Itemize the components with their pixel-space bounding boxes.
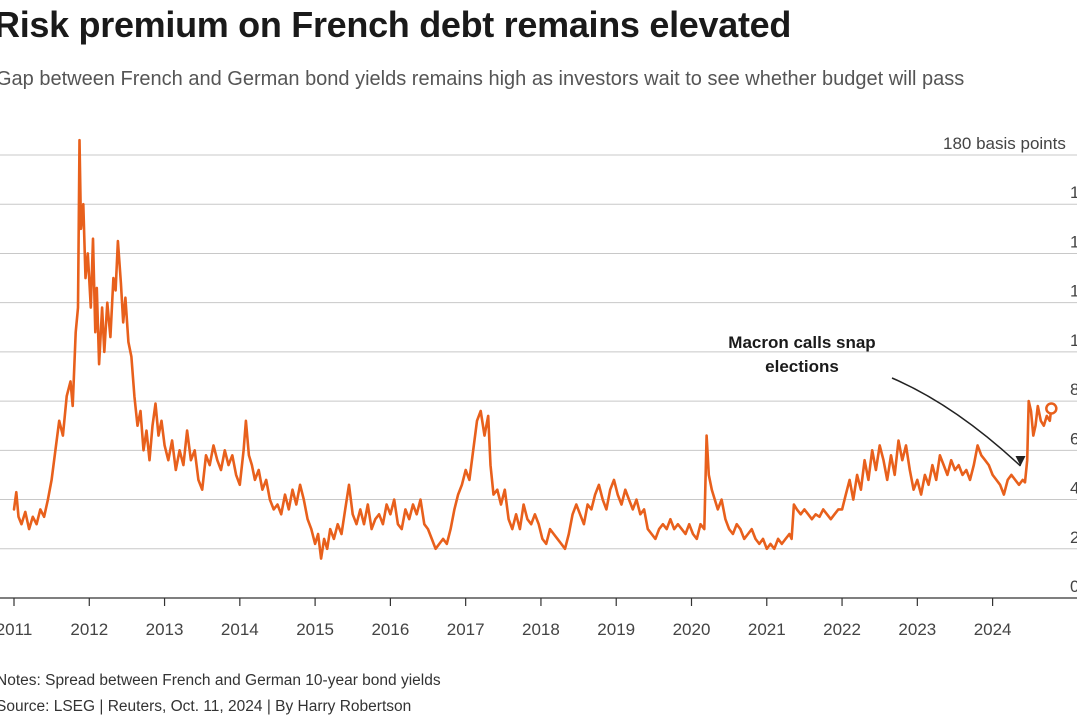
x-tick-label: 2018 [522,620,560,639]
x-tick-label: 2021 [748,620,786,639]
x-tick-label: 2012 [70,620,108,639]
series-line [12,138,1053,560]
x-tick-label: 2024 [974,620,1012,639]
x-tick-label: 2015 [296,620,334,639]
x-tick-label: 2016 [371,620,409,639]
x-tick-label: 2013 [146,620,184,639]
annotation-label: elections [765,357,839,376]
y-tick-label: 60 [1070,429,1077,448]
y-tick-label: 80 [1070,380,1077,399]
gridlines [0,154,1077,550]
y-tick-label: 40 [1070,479,1077,498]
y-tick-label: 120 [1070,282,1077,301]
x-tick-label: 2017 [447,620,485,639]
y-tick-label: 100 [1070,331,1077,350]
chart-notes: Notes: Spread between French and German … [0,672,441,689]
x-tick-label: 2014 [221,620,259,639]
x-tick-label: 2020 [673,620,711,639]
line-chart: 0 20 40 60 80 100 120 140 160 180 basis points 20… [0,134,1077,639]
x-tick-label: 2023 [898,620,936,639]
y-axis-ticks: 0 20 40 60 80 100 120 140 160 180 basis points [943,134,1077,596]
annotation-arrow [891,377,1022,467]
chart-subtitle: Gap between French and German bond yield… [0,68,965,90]
y-tick-label: 140 [1070,232,1077,251]
y-tick-label: 20 [1070,528,1077,547]
chart-title: Risk premium on French debt remains elev… [0,4,792,45]
y-tick-label: 0 [1070,577,1077,596]
annotation-label: Macron calls snap [728,333,875,352]
x-axis-ticks: 2011 2012 2013 2014 2015 2016 2017 2018 2019 2020… [0,597,1077,639]
x-tick-label: 2022 [823,620,861,639]
annotation-arrowhead [1015,456,1026,467]
x-tick-label: 2011 [0,620,32,639]
x-tick-label: 2019 [597,620,635,639]
y-tick-label: 180 basis points [943,134,1066,153]
y-tick-label: 160 [1070,183,1077,202]
chart-source: Source: LSEG | Reuters, Oct. 11, 2024 | … [0,698,412,715]
series-layer [12,138,1058,560]
annotation: Macron calls snap elections [728,333,1026,467]
last-point-marker [1045,402,1058,415]
